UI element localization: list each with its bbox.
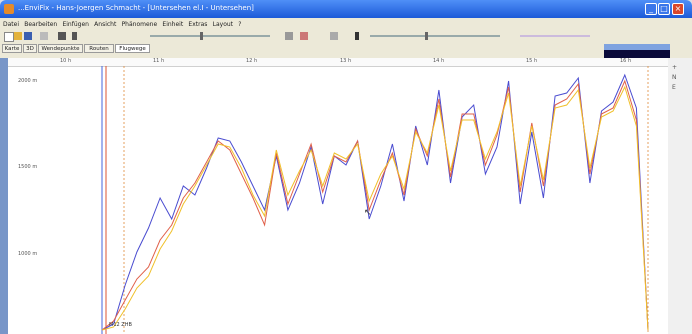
time-tick: 12 h [246, 58, 258, 64]
close-button[interactable]: × [672, 3, 684, 15]
flight-trace-0[interactable] [101, 73, 649, 331]
altitude-label: 1000 m [18, 251, 38, 257]
menu-extras[interactable]: Extras [188, 21, 208, 28]
altitude-label: 1500 m [18, 164, 38, 170]
cut-icon[interactable] [40, 32, 48, 40]
tab-map[interactable]: Karte [2, 44, 22, 53]
lock-icon[interactable] [285, 32, 293, 40]
speed-slider-track[interactable] [520, 35, 590, 37]
time-tick: 15 h [526, 58, 538, 64]
view-tabs: Karte 3D Wendepunkte Routen Flugwege [0, 44, 692, 54]
new-file-icon[interactable] [4, 32, 14, 42]
altitude-plot[interactable]: 10 h 11 h 12 h 13 h 14 h 15 h 16 h 2000 … [8, 58, 668, 334]
menu-edit[interactable]: Bearbeiten [24, 21, 58, 28]
tab-routes[interactable]: Routen [84, 44, 114, 53]
playback-slider-track[interactable] [370, 35, 500, 37]
minimize-button[interactable]: _ [645, 3, 657, 15]
settings-icon[interactable] [330, 32, 338, 40]
east-icon[interactable]: E [672, 84, 676, 91]
print-icon[interactable] [58, 32, 66, 40]
flight-trace-1[interactable] [101, 79, 649, 331]
flight-trace-2[interactable] [101, 85, 649, 331]
zoom-in-icon[interactable]: + [672, 64, 678, 71]
color-scale-bar [604, 44, 670, 50]
playback-slider-thumb[interactable] [425, 32, 428, 40]
time-tick: 14 h [433, 58, 445, 64]
maximize-button[interactable]: □ [658, 3, 670, 15]
altitude-label: 2000 m [18, 78, 38, 84]
flight-traces [101, 73, 649, 331]
menu-view[interactable]: Ansicht [94, 21, 117, 28]
color-scale-panel [604, 44, 670, 58]
time-slider-track[interactable] [150, 35, 270, 37]
side-strip: + N E [668, 58, 692, 334]
mouse-pointer-icon: ↖ [364, 208, 372, 218]
menu-phenomena[interactable]: Phänomene [121, 21, 158, 28]
time-tick: 10 h [60, 58, 72, 64]
cursor-label: M12 ZHB [109, 322, 132, 328]
time-tick: 16 h [620, 58, 632, 64]
time-slider-thumb[interactable] [200, 32, 203, 40]
toolbar [0, 31, 692, 43]
menu-bar: Datei Bearbeiten Einfügen Ansicht Phänom… [0, 20, 692, 30]
app-icon [4, 4, 14, 14]
title-bar: ...EnviFix - Hans-Joergen Schmacht - [Un… [0, 0, 692, 18]
menu-file[interactable]: Datei [3, 21, 20, 28]
window-title: ...EnviFix - Hans-Joergen Schmacht - [Un… [18, 4, 254, 12]
left-edge-strip [0, 58, 8, 334]
trace-layer [101, 66, 649, 334]
save-icon[interactable] [24, 32, 32, 40]
open-folder-icon[interactable] [14, 32, 22, 40]
menu-insert[interactable]: Einfügen [62, 21, 89, 28]
time-tick: 13 h [340, 58, 352, 64]
menu-help[interactable]: ? [238, 21, 242, 28]
time-tick: 11 h [153, 58, 165, 64]
tab-flight-paths[interactable]: Flugwege [115, 44, 150, 53]
tab-3d[interactable]: 3D [23, 44, 37, 53]
tab-waypoints[interactable]: Wendepunkte [38, 44, 83, 53]
tool-icon[interactable] [300, 32, 308, 40]
menu-layout[interactable]: Layout [212, 21, 234, 28]
play-icon[interactable] [355, 32, 359, 40]
help-icon[interactable] [72, 32, 77, 40]
north-icon[interactable]: N [672, 74, 677, 81]
menu-unit[interactable]: Einheit [162, 21, 184, 28]
time-axis: 10 h 11 h 12 h 13 h 14 h 15 h 16 h [8, 58, 668, 67]
